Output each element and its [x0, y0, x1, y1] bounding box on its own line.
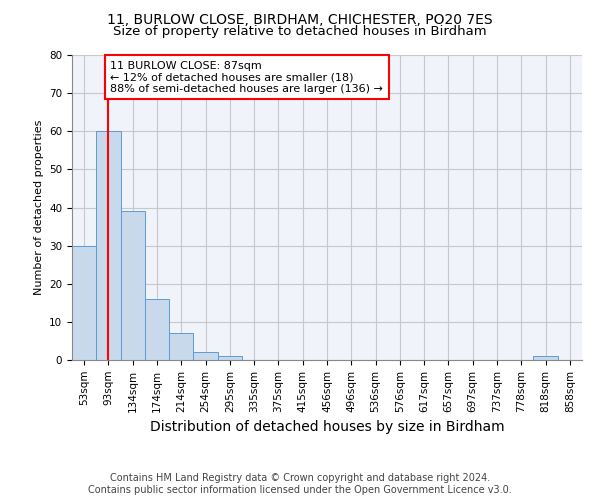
Y-axis label: Number of detached properties: Number of detached properties	[34, 120, 44, 295]
Text: 11 BURLOW CLOSE: 87sqm
← 12% of detached houses are smaller (18)
88% of semi-det: 11 BURLOW CLOSE: 87sqm ← 12% of detached…	[110, 60, 383, 94]
Bar	[96, 131, 121, 360]
Bar	[533, 356, 558, 360]
Bar	[169, 334, 193, 360]
Bar	[193, 352, 218, 360]
Text: Contains HM Land Registry data © Crown copyright and database right 2024.
Contai: Contains HM Land Registry data © Crown c…	[88, 474, 512, 495]
Bar	[145, 299, 169, 360]
Bar	[121, 212, 145, 360]
Bar	[218, 356, 242, 360]
Bar	[72, 246, 96, 360]
Text: Size of property relative to detached houses in Birdham: Size of property relative to detached ho…	[113, 25, 487, 38]
X-axis label: Distribution of detached houses by size in Birdham: Distribution of detached houses by size …	[149, 420, 505, 434]
Text: 11, BURLOW CLOSE, BIRDHAM, CHICHESTER, PO20 7ES: 11, BURLOW CLOSE, BIRDHAM, CHICHESTER, P…	[107, 12, 493, 26]
